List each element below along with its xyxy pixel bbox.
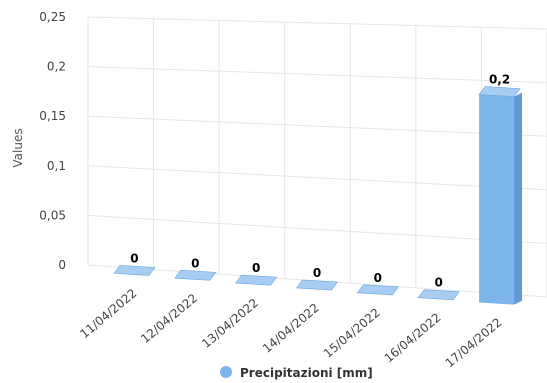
bar[interactable] [478, 86, 523, 305]
data-label: 0 [252, 261, 260, 275]
x-tick-label: 14/04/2022 [260, 301, 322, 356]
y-tick-label: 0,25 [39, 10, 66, 24]
bar-top-face [174, 269, 217, 281]
x-tick-label: 12/04/2022 [138, 291, 200, 346]
data-label: 0 [130, 251, 138, 265]
legend-label: Precipitazioni [mm] [240, 366, 373, 380]
bar[interactable] [235, 274, 278, 286]
x-tick-label: 17/04/2022 [443, 315, 505, 370]
bar[interactable] [113, 265, 156, 276]
y-axis-title: Values [11, 128, 25, 167]
x-tick-label: 13/04/2022 [199, 296, 261, 351]
bar-top-face [113, 265, 156, 276]
y-tick-label: 0,05 [39, 208, 66, 222]
bar[interactable] [174, 269, 217, 281]
gridline-h [87, 66, 547, 84]
data-label: 0 [191, 256, 199, 270]
data-label: 0 [313, 266, 321, 280]
data-label: 0 [435, 276, 443, 290]
bar[interactable] [295, 279, 339, 291]
bar-top-face [478, 86, 521, 97]
bar-top-face [417, 289, 460, 301]
legend-symbol [220, 366, 232, 378]
gridline-h [87, 16, 547, 30]
bar[interactable] [356, 284, 399, 296]
y-tick-label: 0,2 [47, 60, 66, 74]
bar-front-face [479, 94, 515, 305]
x-tick-label: 11/04/2022 [77, 286, 139, 341]
y-tick-label: 0,1 [47, 159, 66, 173]
gridline-h [87, 214, 547, 244]
data-label: 0,2 [489, 73, 510, 87]
bar-top-face [356, 284, 399, 296]
y-tick-label: 0,15 [39, 109, 66, 123]
legend[interactable]: Precipitazioni [mm] [220, 366, 373, 380]
bar[interactable] [417, 289, 460, 301]
bar-top-face [295, 279, 339, 291]
x-tick-label: 16/04/2022 [382, 310, 444, 365]
data-label: 0 [374, 271, 382, 285]
gridline-h [87, 115, 547, 137]
y-tick-label: 0 [58, 258, 66, 272]
bar-top-face [235, 274, 278, 286]
bar-side-face [514, 92, 523, 305]
data-labels: 0 0 0 0 0 0 0,2 [129, 71, 511, 291]
y-axis-ticks: 0 0,05 0,1 0,15 0,2 0,25 [39, 10, 66, 272]
gridline-h [87, 165, 547, 191]
bars [113, 86, 523, 305]
gridlines [87, 16, 547, 298]
x-tick-label: 15/04/2022 [321, 305, 383, 360]
